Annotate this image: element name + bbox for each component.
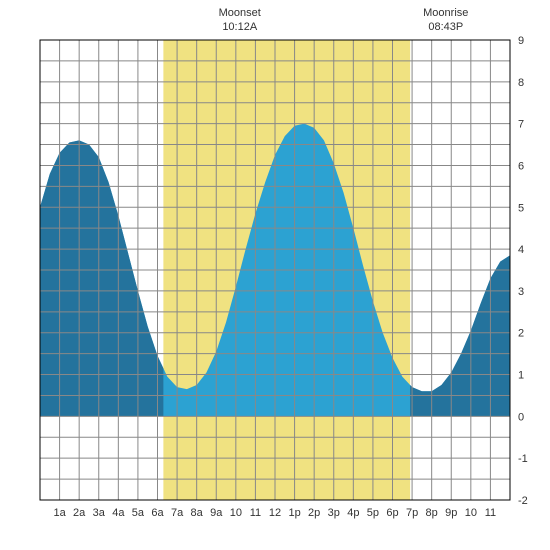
x-tick-label: 4a (112, 507, 125, 519)
x-tick-label: 9p (445, 507, 457, 519)
annotation-label: Moonset (219, 7, 261, 19)
annotation-time: 08:43P (428, 21, 463, 33)
y-tick-label: -2 (518, 495, 528, 507)
y-tick-label: 7 (518, 119, 524, 131)
x-tick-label: 11 (485, 507, 496, 519)
x-tick-label: 7p (406, 507, 418, 519)
y-tick-label: 2 (518, 328, 524, 340)
annotation-label: Moonrise (423, 7, 468, 19)
x-tick-label: 10 (230, 507, 242, 519)
y-tick-label: 9 (518, 35, 524, 47)
x-tick-label: 12 (269, 507, 281, 519)
y-tick-label: 4 (518, 244, 524, 256)
tide-chart: 1a2a3a4a5a6a7a8a9a1011121p2p3p4p5p6p7p8p… (0, 0, 550, 550)
x-tick-label: 5a (132, 507, 145, 519)
y-tick-label: -1 (518, 453, 528, 465)
x-tick-label: 3a (93, 507, 106, 519)
x-tick-label: 10 (465, 507, 477, 519)
y-tick-label: 3 (518, 286, 524, 298)
x-tick-label: 8a (191, 507, 204, 519)
x-tick-label: 6p (386, 507, 398, 519)
x-tick-label: 2p (308, 507, 320, 519)
x-tick-label: 9a (210, 507, 223, 519)
x-tick-label: 7a (171, 507, 184, 519)
x-tick-label: 4p (347, 507, 359, 519)
y-tick-label: 0 (518, 411, 524, 423)
x-tick-label: 5p (367, 507, 379, 519)
y-tick-label: 6 (518, 160, 524, 172)
x-tick-label: 6a (151, 507, 164, 519)
x-tick-label: 2a (73, 507, 86, 519)
x-tick-label: 3p (328, 507, 340, 519)
y-tick-label: 1 (518, 370, 524, 382)
x-tick-label: 1p (288, 507, 300, 519)
x-tick-label: 8p (426, 507, 438, 519)
y-tick-label: 8 (518, 77, 524, 89)
y-tick-label: 5 (518, 202, 524, 214)
x-tick-label: 11 (250, 507, 261, 519)
x-ticks: 1a 2a 3a 4a 5a 6a 7a 8a 9a 10 11 12 1p 2p 3p 4p 5p 6p 7p 8p… (53, 507, 496, 519)
annotation-time: 10:12A (222, 21, 258, 33)
x-tick-label: 1a (53, 507, 66, 519)
